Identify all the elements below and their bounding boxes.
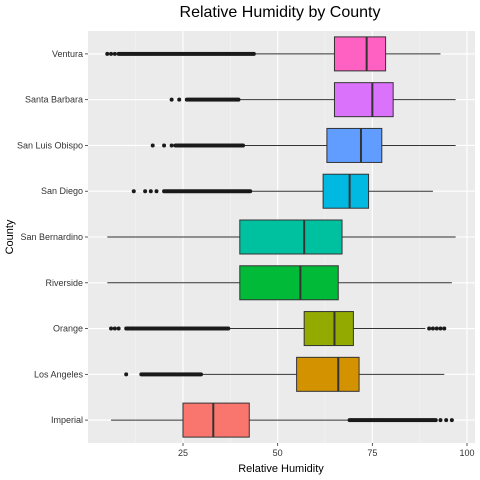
outlier-point [112, 326, 117, 331]
outlier-point [430, 326, 435, 331]
outlier-point [131, 189, 136, 194]
y-tick-label: San Bernardino [20, 232, 83, 242]
chart-title: Relative Humidity by County [180, 4, 381, 21]
x-tick-label: 50 [273, 448, 283, 458]
outlier-point [433, 418, 438, 423]
outlier-point [109, 326, 114, 331]
outlier-point [226, 326, 231, 331]
outlier-point [198, 372, 203, 377]
outlier-point [442, 326, 447, 331]
outlier-point [444, 418, 449, 423]
box-iqr [182, 402, 250, 438]
box-riverside [107, 265, 452, 301]
y-tick-label: San Diego [41, 186, 83, 196]
outlier-point [169, 143, 174, 148]
y-tick-labels: Imperial Los Angeles Orange Riverside San Be… [17, 49, 88, 425]
outlier-point [116, 326, 121, 331]
box-iqr [333, 82, 394, 118]
outlier-point [109, 51, 114, 56]
outlier-point [162, 143, 167, 148]
outlier-point [169, 97, 174, 102]
x-tick-label: 25 [178, 448, 188, 458]
box-iqr [239, 219, 343, 255]
box-iqr [326, 127, 383, 163]
outlier-point [438, 326, 443, 331]
outlier-point [434, 326, 439, 331]
box-imperial [111, 402, 454, 438]
y-axis-title: County [4, 219, 16, 254]
outlier-point [112, 51, 117, 56]
outlier-point [241, 143, 246, 148]
boxes-layer [105, 36, 456, 438]
outlier-point [148, 189, 153, 194]
box-orange [109, 311, 447, 347]
y-tick-label: Riverside [45, 278, 83, 288]
box-ventura [105, 36, 441, 72]
box-iqr [322, 173, 370, 209]
outlier-point [248, 189, 253, 194]
outlier-point [124, 372, 129, 377]
box-iqr [303, 311, 354, 347]
y-tick-label: Orange [53, 324, 83, 334]
y-tick-label: San Luis Obispo [17, 140, 83, 150]
outlier-point [427, 326, 432, 331]
outlier-point [177, 97, 182, 102]
box-los-angeles [124, 356, 445, 392]
x-tick-label: 75 [367, 448, 377, 458]
box-san-diego [131, 173, 433, 209]
x-tick-labels: 25 50 75 100 [178, 443, 475, 458]
box-santa-barbara [169, 82, 456, 118]
outlier-point [105, 51, 110, 56]
box-san-bernardino [107, 219, 456, 255]
outlier-point [449, 418, 454, 423]
outlier-point [251, 51, 256, 56]
y-tick-label: Imperial [51, 415, 83, 425]
outlier-point [154, 189, 159, 194]
x-axis-title: Relative Humidity [238, 463, 324, 475]
outlier-point [236, 97, 241, 102]
y-tick-label: Ventura [52, 49, 83, 59]
box-iqr [239, 265, 339, 301]
box-iqr [333, 36, 387, 72]
outlier-point [143, 189, 148, 194]
outlier-point [150, 143, 155, 148]
box-san-luis-obispo [150, 127, 456, 163]
outlier-point [438, 418, 443, 423]
x-tick-label: 100 [459, 448, 474, 458]
box-iqr [296, 356, 360, 392]
y-tick-label: Santa Barbara [25, 95, 83, 105]
y-tick-label: Los Angeles [34, 369, 84, 379]
